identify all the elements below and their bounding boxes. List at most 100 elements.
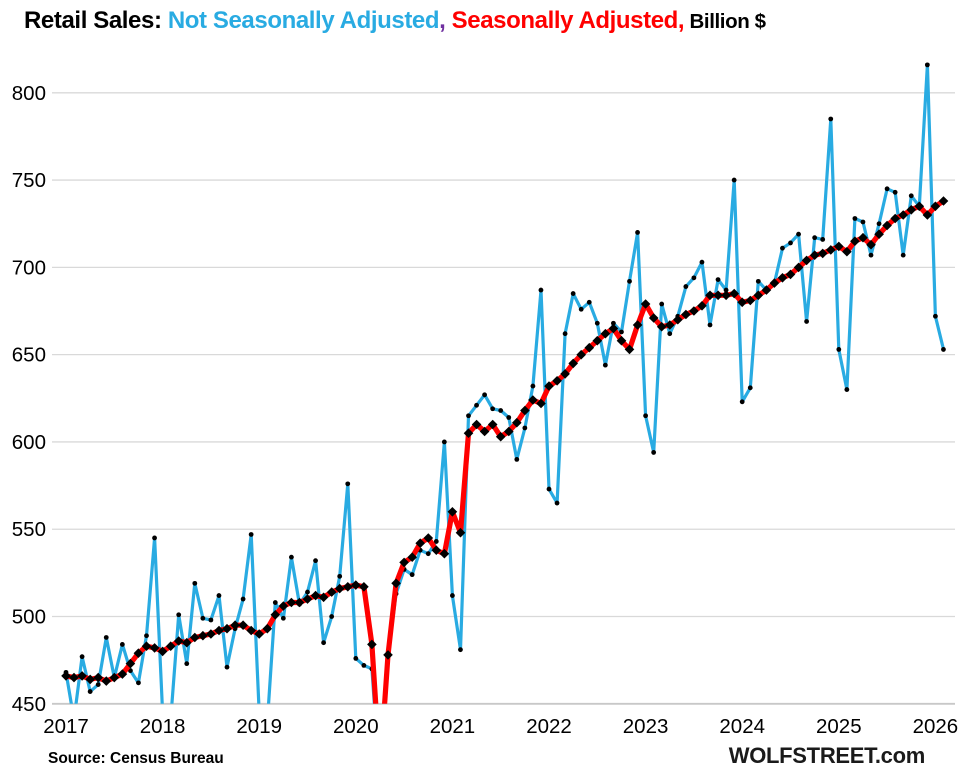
sa-series-line	[63, 198, 947, 704]
y-axis-tick-label: 450	[12, 693, 46, 716]
nsa-marker	[321, 640, 326, 646]
nsa-marker	[755, 278, 761, 284]
wolfstreet-watermark: WOLFSTREET.com	[728, 743, 926, 768]
x-axis-tick-label-2018: 2018	[140, 715, 186, 738]
nsa-marker	[619, 329, 624, 335]
nsa-marker	[635, 230, 640, 235]
nsa-marker	[433, 539, 439, 544]
chart-title-sa-legend: Seasonally Adjusted,	[451, 7, 685, 34]
nsa-marker	[450, 593, 455, 598]
x-axis-tick-label-2019: 2019	[236, 715, 282, 738]
y-axis-tick-label: 500	[12, 606, 46, 629]
nsa-marker	[908, 193, 914, 199]
nsa-marker	[876, 221, 882, 227]
nsa-marker	[731, 177, 737, 183]
nsa-marker	[216, 593, 222, 598]
x-axis-tick-label-2020: 2020	[333, 715, 379, 738]
nsa-marker	[836, 347, 842, 352]
nsa-marker	[852, 216, 858, 221]
nsa-marker	[337, 573, 343, 579]
y-axis-tick-label: 750	[12, 169, 46, 192]
nsa-marker	[844, 387, 850, 392]
nsa-marker	[103, 635, 109, 640]
nsa-marker	[611, 320, 616, 326]
nsa-marker	[95, 682, 101, 687]
y-axis-tick-label: 600	[12, 431, 46, 454]
x-axis-tick-label-2021: 2021	[430, 715, 476, 738]
nsa-marker	[651, 450, 657, 455]
nsa-marker	[409, 572, 415, 578]
nsa-marker	[136, 680, 141, 686]
nsa-marker	[152, 535, 157, 541]
nsa-marker	[820, 237, 826, 242]
sa-marker	[359, 581, 369, 592]
nsa-marker	[240, 596, 246, 602]
chart-title-separator: ,	[439, 7, 452, 34]
nsa-marker	[828, 116, 834, 122]
y-axis-tick-label: 650	[12, 344, 46, 367]
nsa-marker	[458, 647, 463, 653]
nsa-marker	[788, 240, 793, 246]
nsa-marker	[289, 554, 294, 560]
nsa-marker	[707, 322, 713, 328]
nsa-marker	[924, 62, 930, 68]
nsa-marker	[425, 551, 431, 557]
nsa-marker	[329, 614, 335, 619]
nsa-marker	[667, 331, 673, 337]
chart-title-nsa-legend: Not Seasonally Adjusted	[167, 7, 440, 34]
nsa-marker	[506, 415, 512, 420]
nsa-marker	[313, 558, 318, 564]
nsa-marker	[119, 642, 125, 647]
chart-title-prefix: Retail Sales:	[24, 7, 168, 34]
nsa-marker	[79, 654, 85, 660]
sa-marker	[383, 650, 393, 660]
source-note: Source: Census Bureau	[48, 750, 224, 767]
nsa-marker	[224, 664, 230, 670]
x-axis-tick-label-2022: 2022	[526, 715, 572, 738]
nsa-marker	[490, 406, 496, 412]
y-axis-tick-label: 550	[12, 518, 46, 541]
x-axis-tick-label-2023: 2023	[623, 715, 669, 738]
x-axis-tick-label-2026: 2026	[913, 715, 959, 738]
nsa-series-line	[64, 63, 946, 704]
nsa-marker	[892, 189, 898, 195]
nsa-marker	[361, 662, 367, 668]
nsa-marker	[248, 532, 254, 537]
nsa-marker	[627, 278, 632, 284]
nsa-marker	[739, 399, 745, 405]
nsa-marker	[176, 612, 182, 618]
y-axis-tick-label: 800	[12, 82, 46, 105]
nsa-marker	[305, 589, 310, 595]
nsa-marker	[345, 481, 351, 487]
nsa-marker	[884, 186, 890, 192]
nsa-marker	[538, 287, 544, 293]
nsa-marker	[812, 235, 818, 241]
nsa-marker	[594, 320, 600, 326]
nsa-marker	[578, 306, 584, 312]
nsa-marker	[643, 413, 648, 419]
x-axis-tick-label-2017: 2017	[43, 715, 89, 738]
nsa-marker	[933, 313, 938, 319]
nsa-marker	[280, 615, 286, 621]
nsa-marker	[747, 385, 753, 391]
nsa-marker	[860, 219, 866, 225]
nsa-marker	[691, 275, 697, 281]
x-axis-tick-label-2024: 2024	[719, 715, 765, 738]
nsa-marker	[208, 617, 214, 623]
nsa-marker	[272, 600, 278, 605]
nsa-marker	[941, 347, 946, 352]
sa-marker	[367, 639, 377, 650]
chart-title: Retail Sales: Not Seasonally Adjusted, S…	[24, 7, 766, 35]
nsa-marker	[570, 291, 576, 296]
nsa-marker	[554, 500, 560, 506]
nsa-marker	[723, 287, 729, 293]
nsa-marker	[482, 392, 487, 398]
nsa-marker	[530, 383, 536, 389]
y-axis-tick-label: 700	[12, 256, 46, 279]
nsa-marker	[184, 661, 190, 667]
nsa-marker	[200, 615, 206, 621]
nsa-marker	[796, 231, 801, 237]
nsa-marker	[466, 413, 471, 419]
nsa-marker	[900, 252, 906, 258]
